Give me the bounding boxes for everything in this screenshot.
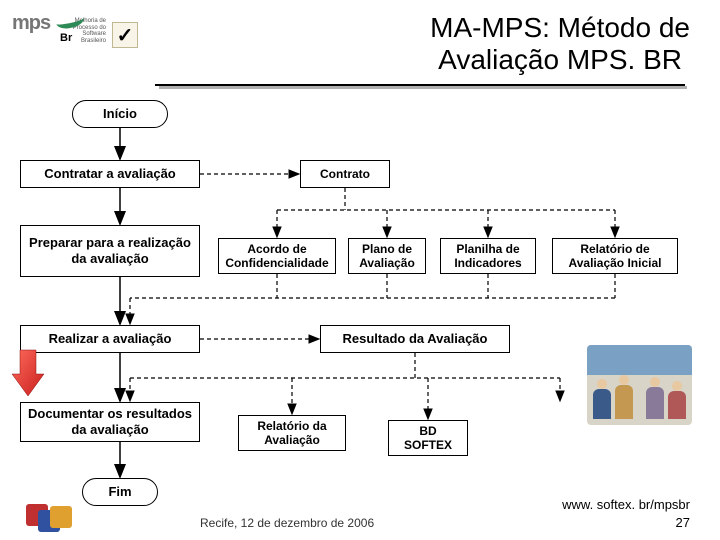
node-documentar: Documentar os resultados da avaliação [20,402,200,442]
title-line-1: MA-MPS: Método de [430,12,690,44]
footer-page-number: 27 [676,515,690,530]
footer-logo [26,504,80,532]
node-contratar: Contratar a avaliação [20,160,200,188]
node-contrato: Contrato [300,160,390,188]
footer-url: www. softex. br/mpsbr [562,497,690,512]
node-realizar: Realizar a avaliação [20,325,200,353]
node-acordo: Acordo de Confidencialidade [218,238,336,274]
logo-br: Br [56,10,92,42]
red-arrow-icon [10,348,46,398]
page-title: MA-MPS: Método de Avaliação MPS. BR [430,12,690,76]
node-fim: Fim [82,478,158,506]
title-line-2: Avaliação MPS. BR [430,44,690,76]
logo: mps [12,12,50,35]
footer-date: Recife, 12 de dezembro de 2006 [200,516,374,530]
node-plano: Plano de Avaliação [348,238,426,274]
node-preparar: Preparar para a realização da avaliação [20,225,200,277]
people-clipart [587,345,692,425]
node-planilha: Planilha de Indicadores [440,238,536,274]
node-relatorio-final: Relatório da Avaliação [238,415,346,451]
node-inicio: Início [72,100,168,128]
node-resultado: Resultado da Avaliação [320,325,510,353]
logo-mps-text: mps [12,12,50,35]
check-icon: ✓ [112,22,138,48]
node-bd-softex: BD SOFTEX [388,420,468,456]
title-underline-shadow [159,86,687,89]
node-relatorio-inicial: Relatório de Avaliação Inicial [552,238,678,274]
